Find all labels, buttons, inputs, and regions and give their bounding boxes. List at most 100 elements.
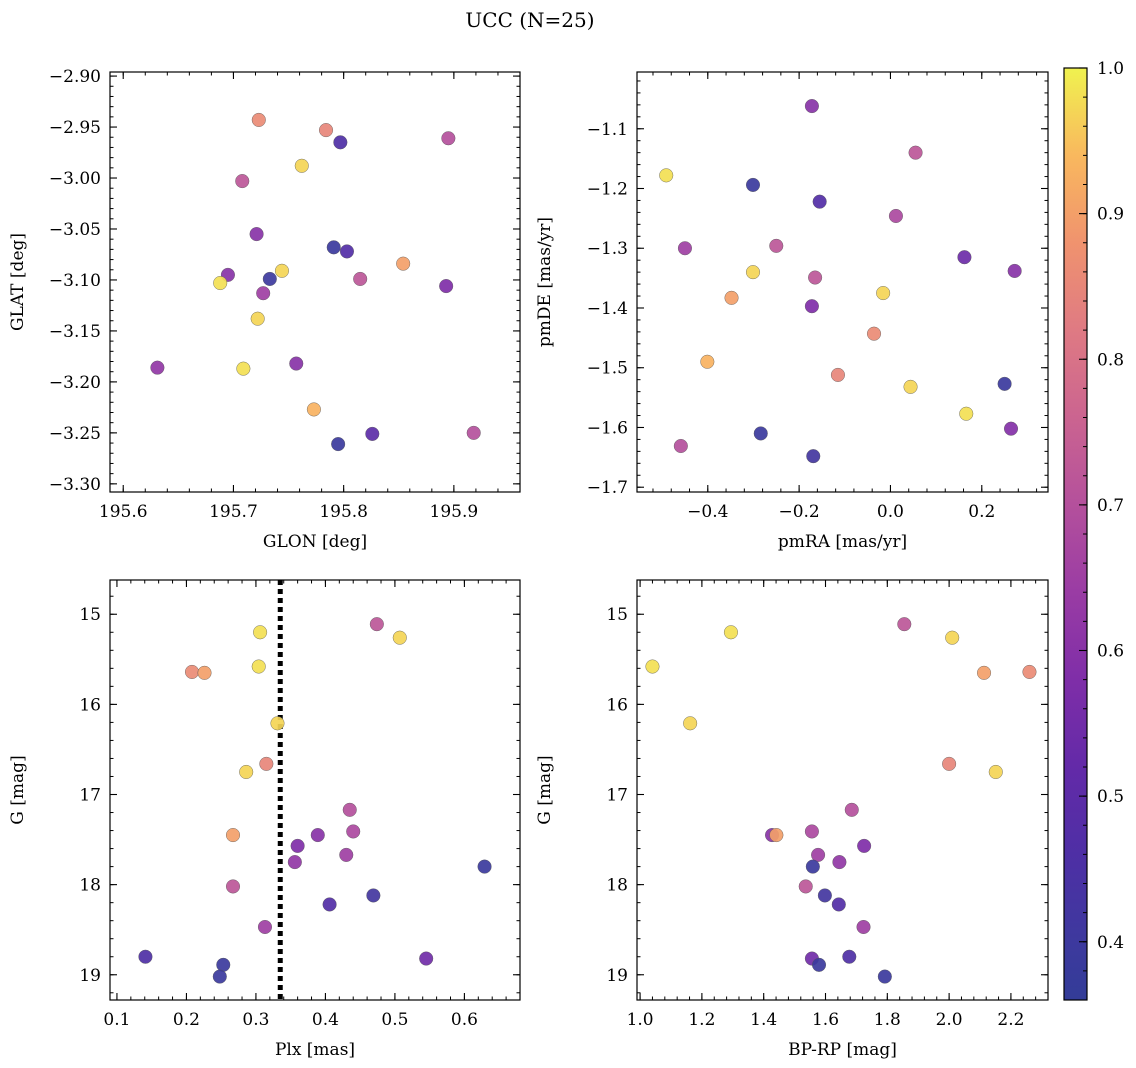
data-point [724, 290, 739, 305]
data-point [804, 824, 819, 839]
data-point [817, 888, 832, 903]
x-tick-label: 195.8 [319, 502, 368, 522]
scatter-points [645, 617, 1037, 984]
data-point [259, 756, 274, 771]
data-point [723, 625, 738, 640]
axes-frame [636, 579, 1049, 1001]
data-point [798, 879, 813, 894]
data-point [856, 919, 871, 934]
axes-frame [636, 71, 1049, 493]
colorbar-tick-label: 0.4 [1097, 933, 1124, 953]
panel-top-right: −0.4 −0.2 0.0 0.2 −1.1 −1.2 −1.3 −1.4 −1.5 −1.6 −1… [535, 71, 1049, 552]
x-axis-label: pmRA [mas/yr] [778, 532, 907, 552]
data-point [306, 402, 321, 417]
y-tick-label: −3.25 [49, 424, 101, 444]
data-point [331, 437, 346, 452]
x-tick-label: 1.0 [627, 1010, 654, 1030]
panels-layer: 195.6 195.7 195.8 195.9 −2.90 −2.95 −3.00 −3.05… [8, 67, 1049, 1060]
y-tick-label: −1.5 [587, 359, 628, 379]
colorbar-tick-label: 1.0 [1097, 59, 1124, 79]
y-tick-label: −1.1 [587, 120, 628, 140]
y-tick-label: −1.4 [587, 299, 628, 319]
y-tick-label: 17 [606, 786, 628, 806]
data-point [213, 276, 228, 291]
x-tick-label: 0.6 [451, 1010, 478, 1030]
y-tick-label: −1.7 [587, 478, 628, 498]
data-point [326, 240, 341, 255]
colorbar-tick-label: 0.9 [1097, 205, 1124, 225]
x-tick-label: 195.7 [209, 502, 258, 522]
data-point [225, 879, 240, 894]
y-tick-label: −3.05 [49, 220, 101, 240]
y-tick-label: 17 [79, 786, 101, 806]
panel-bottom-left: 0.1 0.2 0.3 0.4 0.5 0.6 15 16 17 18 19 Plx [mas] G [… [8, 579, 521, 1060]
data-point [842, 949, 857, 964]
data-point [197, 665, 212, 680]
x-tick-label: −0.4 [687, 502, 728, 522]
x-tick-label: 1.4 [750, 1010, 777, 1030]
data-point [806, 449, 821, 464]
minor-ticks [637, 580, 1049, 1000]
data-point [805, 859, 820, 874]
data-point [844, 802, 859, 817]
data-point [333, 135, 348, 150]
panel-top-left: 195.6 195.7 195.8 195.9 −2.90 −2.95 −3.00 −3.05… [8, 67, 521, 552]
x-tick-label: 2.0 [936, 1010, 963, 1030]
data-point [673, 438, 688, 453]
data-point [249, 227, 264, 242]
data-point [253, 625, 268, 640]
y-tick-label: 16 [606, 695, 628, 715]
y-tick-label: 16 [79, 695, 101, 715]
data-point [150, 360, 165, 375]
data-point [287, 855, 302, 870]
scatter-points [659, 99, 1022, 464]
axes-frame [109, 579, 521, 1001]
data-point [867, 326, 882, 341]
data-point [339, 847, 354, 862]
data-point [877, 969, 892, 984]
data-point [441, 131, 456, 146]
data-point [876, 286, 891, 301]
data-point [769, 828, 784, 843]
data-point [957, 250, 972, 265]
data-point [262, 271, 277, 286]
data-point [138, 949, 153, 964]
y-tick-label: −1.2 [587, 180, 628, 200]
data-point [745, 177, 760, 192]
x-tick-label: 0.5 [381, 1010, 408, 1030]
panel-bottom-right: 1.0 1.2 1.4 1.6 1.8 2.0 2.2 15 16 17 18 19 BP-RP [ma… [535, 579, 1049, 1060]
data-point [769, 238, 784, 253]
data-point [310, 828, 325, 843]
scatter-points [150, 112, 481, 452]
data-point [366, 888, 381, 903]
y-tick-label: −1.6 [587, 418, 628, 438]
x-tick-label: 195.9 [430, 502, 479, 522]
data-point [235, 174, 250, 189]
data-point [251, 112, 266, 127]
colorbar: 0.4 0.5 0.6 0.7 0.8 0.9 1.0 [1063, 59, 1124, 1001]
data-point [239, 764, 254, 779]
data-point [832, 855, 847, 870]
y-tick-label: 19 [606, 966, 628, 986]
data-point [997, 376, 1012, 391]
x-tick-label: 2.2 [997, 1010, 1024, 1030]
minor-ticks [110, 580, 521, 1000]
y-axis-label: G [mag] [8, 755, 28, 824]
data-point [700, 354, 715, 369]
data-point [945, 630, 960, 645]
x-tick-label: −0.2 [778, 502, 819, 522]
x-tick-label: 0.4 [312, 1010, 339, 1030]
data-point [857, 838, 872, 853]
data-point [804, 299, 819, 314]
y-tick-label: 19 [79, 966, 101, 986]
data-point [290, 838, 305, 853]
colorbar-tick-label: 0.8 [1097, 350, 1124, 370]
y-tick-label: −3.10 [49, 271, 101, 291]
axes-frame [109, 71, 521, 493]
y-tick-label: −1.3 [587, 239, 628, 259]
data-point [342, 802, 357, 817]
colorbar-tick-label: 0.6 [1097, 642, 1124, 662]
data-point [212, 969, 227, 984]
data-point [392, 630, 407, 645]
data-point [830, 367, 845, 382]
